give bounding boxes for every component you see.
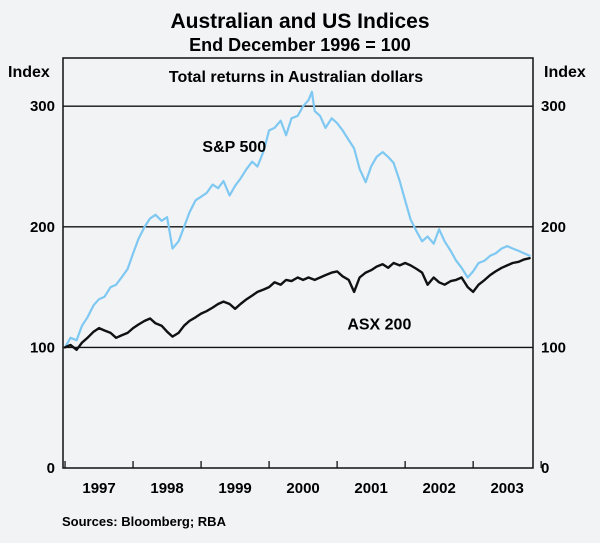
series-line-s-p-500 bbox=[63, 90, 531, 349]
y-tick-right: 300 bbox=[541, 98, 566, 115]
series-annotation: ASX 200 bbox=[347, 316, 411, 333]
x-tick-label: 2002 bbox=[422, 480, 455, 497]
panel-title: Total returns in Australian dollars bbox=[169, 69, 423, 86]
x-tick-label: 1997 bbox=[82, 480, 115, 497]
x-tick-label: 1999 bbox=[218, 480, 251, 497]
y-tick-right: 200 bbox=[541, 219, 566, 236]
y-tick-right: 0 bbox=[541, 460, 549, 477]
chart-title: Australian and US Indices bbox=[170, 10, 429, 33]
source-note: Sources: Bloomberg; RBA bbox=[62, 514, 227, 529]
y-tick-left: 200 bbox=[30, 219, 55, 236]
x-tick-label: 2000 bbox=[286, 480, 319, 497]
y-tick-right: 100 bbox=[541, 339, 566, 356]
plot-frame bbox=[62, 57, 534, 469]
x-tick-label: 1998 bbox=[150, 480, 183, 497]
chart-subtitle: End December 1996 = 100 bbox=[189, 35, 411, 55]
x-tick-label: 2001 bbox=[354, 480, 387, 497]
x-tick-label: 2003 bbox=[490, 480, 523, 497]
y-tick-left: 0 bbox=[47, 460, 55, 477]
y-tick-left: 300 bbox=[30, 98, 55, 115]
series-annotation: S&P 500 bbox=[202, 139, 266, 156]
y-axis-label-right: Index bbox=[544, 64, 586, 81]
y-axis-label-left: Index bbox=[8, 64, 50, 81]
y-tick-left: 100 bbox=[30, 339, 55, 356]
series-line-asx-200 bbox=[63, 257, 531, 351]
